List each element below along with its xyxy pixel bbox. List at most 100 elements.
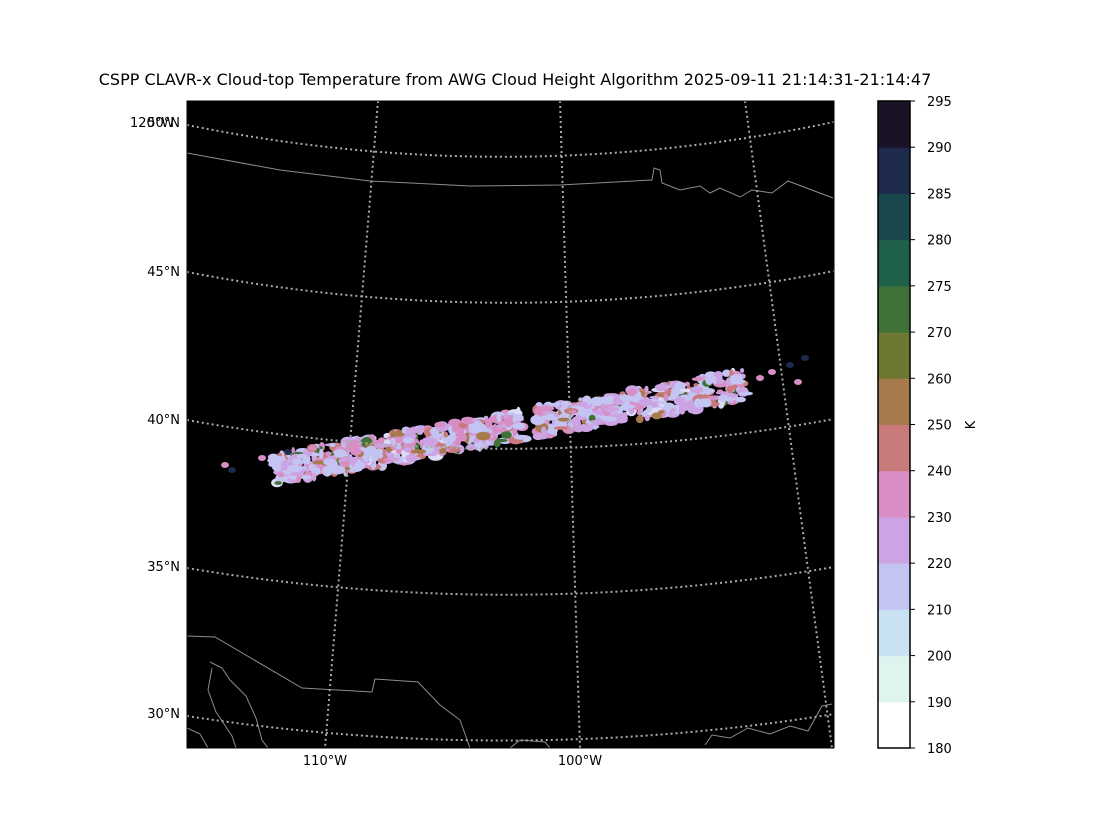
swath-pixel bbox=[656, 386, 665, 392]
swath-pixel bbox=[221, 462, 229, 468]
swath-pixel bbox=[387, 451, 395, 458]
swath-pixel bbox=[274, 481, 282, 485]
swath-pixel bbox=[678, 405, 686, 415]
baja-coast-2 bbox=[207, 667, 237, 748]
swath-pixel bbox=[476, 431, 491, 441]
swath-pixel bbox=[801, 355, 809, 361]
swath-pixel bbox=[319, 448, 324, 459]
swath-pixel bbox=[673, 396, 686, 406]
swath-pixel bbox=[308, 464, 315, 471]
swath-pixel bbox=[476, 421, 482, 425]
swath-pixel bbox=[375, 448, 384, 456]
swath-pixel bbox=[443, 431, 449, 438]
swath-pixel bbox=[390, 429, 396, 439]
colorbar-segment bbox=[878, 516, 910, 564]
swath-pixel bbox=[402, 437, 415, 444]
cloud-top-temperature-swath bbox=[221, 355, 809, 488]
colorbar: 180 190 200 210 220 230 240 250 260 270 275 280 285 2… bbox=[877, 95, 979, 757]
swath-pixel bbox=[588, 414, 596, 422]
lat-label-40n: 40°N bbox=[147, 413, 180, 428]
swath-pixel bbox=[311, 472, 317, 482]
colorbar-segment bbox=[878, 424, 910, 472]
colorbar-tick-label: 230 bbox=[927, 511, 952, 526]
swath-pixel bbox=[410, 449, 427, 454]
swath-pixel bbox=[483, 415, 489, 420]
swath-pixel bbox=[297, 453, 307, 459]
colorbar-tick-label: 180 bbox=[927, 742, 952, 757]
swath-pixel bbox=[690, 386, 703, 394]
baja-coast bbox=[209, 661, 269, 748]
swath-pixel bbox=[503, 417, 514, 428]
swath-pixel bbox=[277, 472, 285, 478]
mainland-coast bbox=[187, 727, 209, 748]
swath-pixel bbox=[543, 413, 558, 421]
swath-pixel bbox=[638, 398, 653, 407]
swath-pixel bbox=[794, 379, 802, 385]
swath-pixel bbox=[620, 404, 636, 409]
swath-pixel bbox=[501, 431, 512, 439]
swath-pixel bbox=[589, 420, 604, 424]
colorbar-tick-label: 295 bbox=[927, 95, 952, 110]
lat-label-45n: 45°N bbox=[147, 265, 180, 280]
parallel-30n bbox=[187, 713, 834, 742]
swath-pixel bbox=[404, 447, 412, 453]
swath-pixel bbox=[705, 391, 711, 395]
colorbar-tick-label: 275 bbox=[927, 280, 952, 295]
swath-pixel bbox=[395, 447, 402, 455]
colorbar-tick-label: 220 bbox=[927, 557, 952, 572]
colorbar-segment bbox=[878, 655, 910, 703]
swath-pixel bbox=[272, 456, 278, 464]
swath-pixel bbox=[507, 412, 516, 416]
swath-pixel bbox=[726, 385, 734, 394]
colorbar-tick-label: 190 bbox=[927, 696, 952, 711]
swath-pixel bbox=[228, 467, 236, 473]
colorbar-unit-label: K bbox=[964, 420, 979, 429]
colorbar-segment bbox=[878, 378, 910, 425]
swath-pixel bbox=[786, 362, 794, 368]
swath-pixel bbox=[323, 458, 338, 466]
lon-label-100w: 100°W bbox=[558, 754, 602, 769]
swath-pixel bbox=[657, 410, 665, 414]
colorbar-tick-label: 270 bbox=[927, 326, 952, 341]
swath-pixel bbox=[334, 449, 347, 458]
colorbar-tick-label: 240 bbox=[927, 465, 952, 480]
swath-pixel bbox=[649, 395, 660, 399]
colorbar-tick-label: 210 bbox=[927, 603, 952, 618]
graticule bbox=[187, 101, 834, 748]
colorbar-segment bbox=[878, 193, 910, 241]
colorbar-segment bbox=[878, 609, 910, 657]
swath-pixel bbox=[292, 457, 301, 465]
swath-pixel bbox=[603, 406, 620, 413]
swath-pixel bbox=[693, 383, 699, 387]
swath-pixel bbox=[573, 426, 584, 433]
colorbar-ticks: 180 190 200 210 220 230 240 250 260 270 275 280 285 2… bbox=[910, 95, 952, 757]
swath-pixel bbox=[651, 412, 662, 420]
swath-pixel bbox=[383, 439, 391, 445]
colorbar-tick-label: 260 bbox=[927, 372, 952, 387]
swath-pixel bbox=[424, 437, 438, 447]
map-frame bbox=[186, 100, 835, 749]
swath-pixel bbox=[740, 368, 745, 373]
swath-pixel bbox=[477, 441, 483, 452]
swath-pixel bbox=[715, 378, 725, 384]
swath-pixel bbox=[312, 460, 327, 465]
colorbar-segment bbox=[878, 147, 910, 194]
swath-pixel bbox=[329, 442, 336, 447]
colorbar-segments bbox=[878, 101, 910, 749]
swath-pixel bbox=[362, 452, 371, 462]
swath-pixel bbox=[635, 415, 644, 424]
swath-pixel bbox=[301, 475, 312, 480]
colorbar-segment bbox=[878, 101, 910, 148]
swath-pixel bbox=[541, 429, 548, 437]
parallel-50n bbox=[187, 121, 834, 158]
colorbar-tick-label: 250 bbox=[927, 419, 952, 434]
swath-pixel bbox=[462, 419, 475, 425]
swath-pixel bbox=[405, 453, 418, 463]
swath-pixel bbox=[619, 394, 631, 402]
swath-pixel bbox=[739, 391, 753, 396]
swath-pixel bbox=[273, 465, 282, 472]
swath-pixel bbox=[321, 465, 333, 477]
swath-pixel bbox=[663, 403, 673, 411]
swath-pixel bbox=[657, 400, 667, 405]
swath-pixel bbox=[393, 436, 405, 445]
